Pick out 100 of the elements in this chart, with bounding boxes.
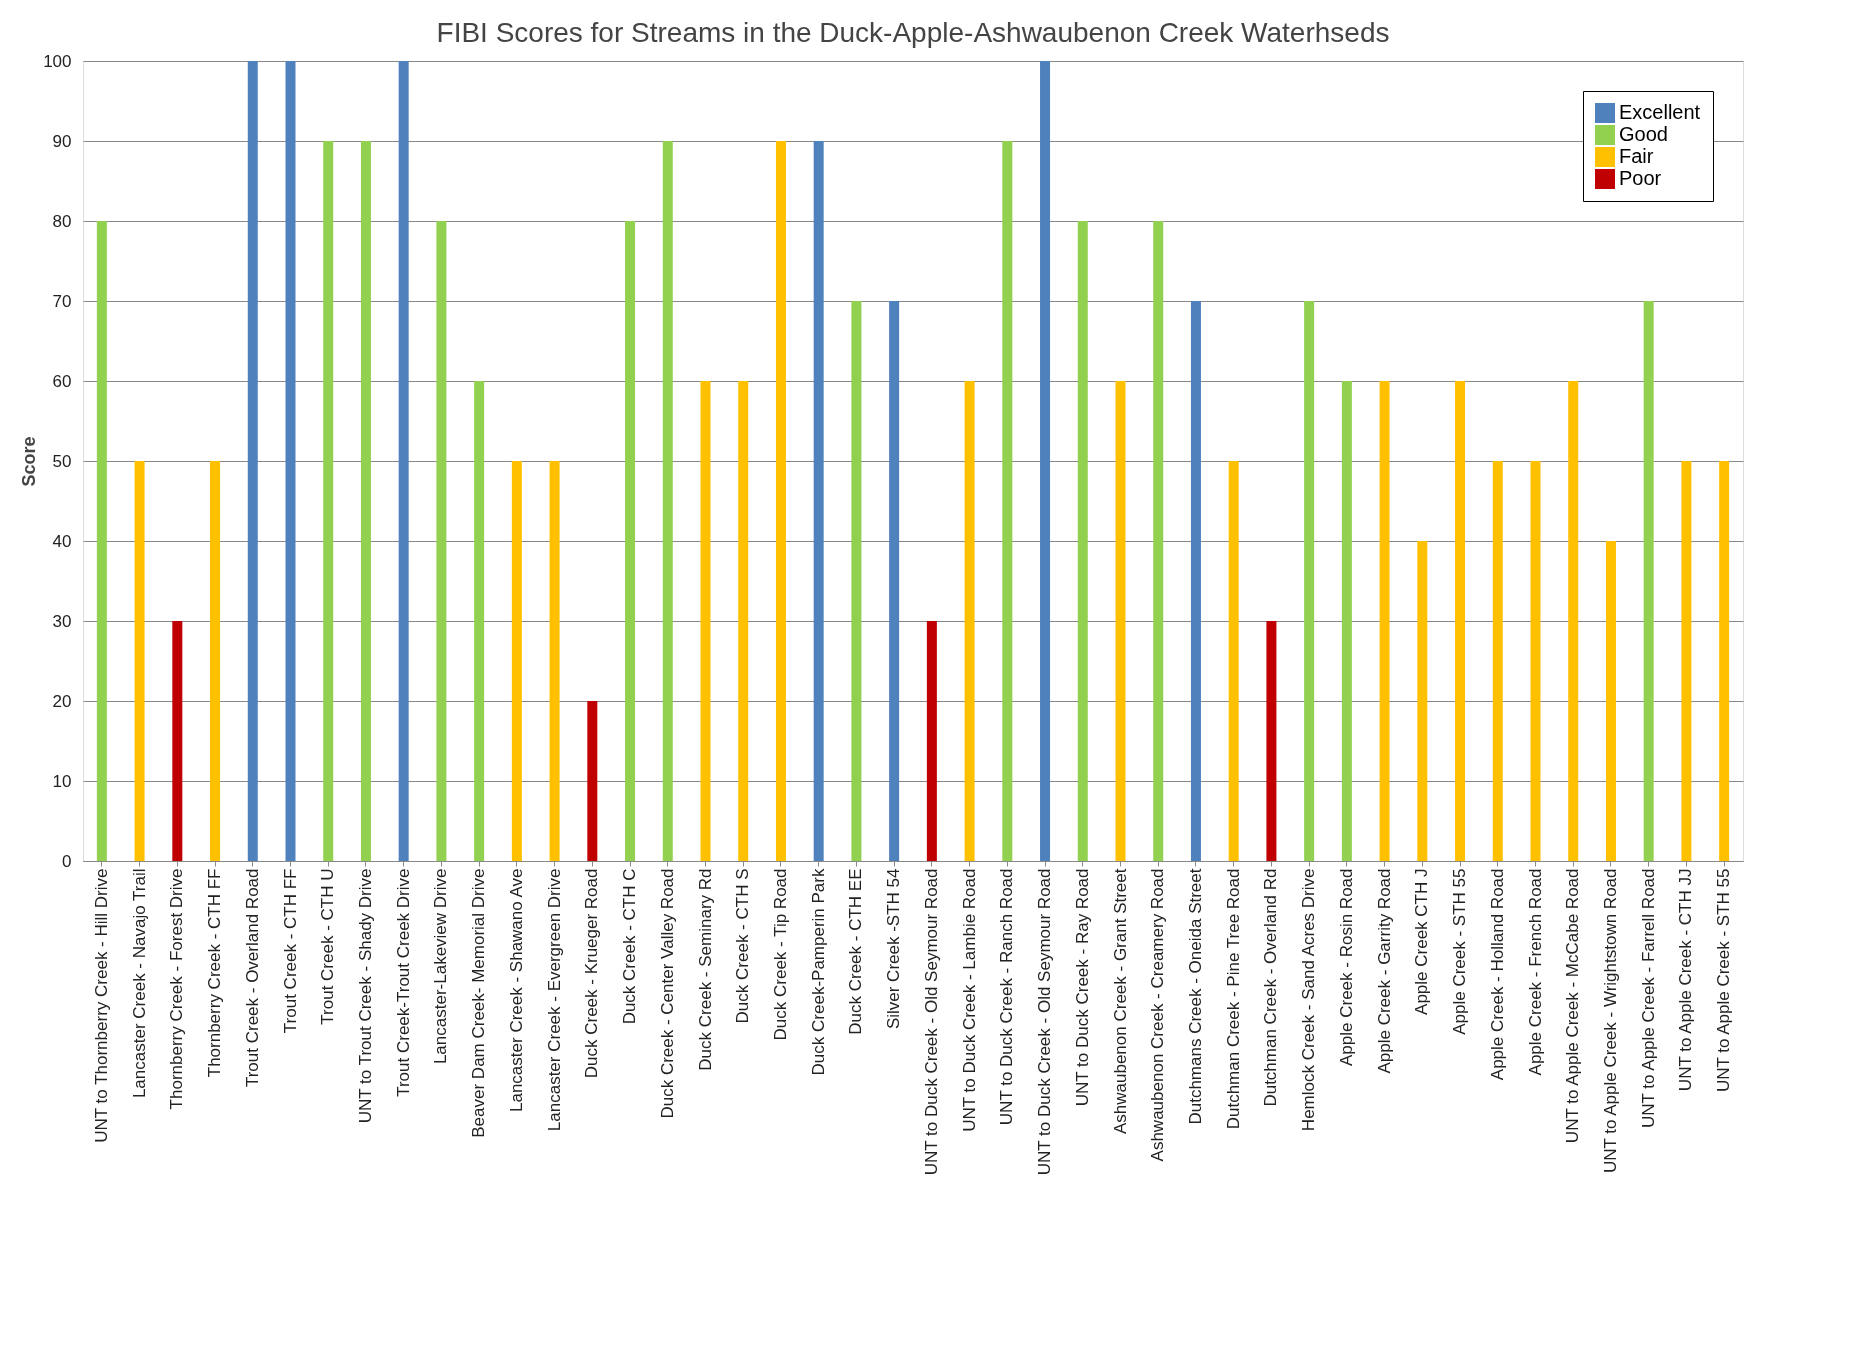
y-tick-label: 80	[52, 211, 72, 231]
y-axis-title: Score	[19, 436, 40, 487]
bar	[775, 141, 786, 861]
x-tick-label: Trout Creek - Overland Road	[242, 868, 262, 1088]
bar	[285, 61, 296, 861]
bar	[1605, 541, 1616, 861]
bar	[1304, 301, 1315, 861]
x-tick-label: UNT to Thornberry Creek - Hill Drive	[91, 868, 111, 1143]
y-tick-label: 70	[52, 291, 72, 311]
bar	[134, 461, 145, 861]
x-tick-label: Ashwaubenon Creek - Creamery Road	[1148, 868, 1168, 1162]
y-tick-label: 100	[43, 51, 72, 71]
x-tick-label: Lancaster-Lakeview Drive	[431, 868, 451, 1065]
x-tick-label: UNT to Apple Creek - Wrightstown Road	[1600, 868, 1620, 1174]
bar	[587, 701, 598, 861]
y-tick-label: 30	[52, 611, 72, 631]
x-tick-label: Apple Creek - STH 55	[1450, 868, 1470, 1035]
x-tick-label: Beaver Dam Creek- Memorial Drive	[469, 868, 489, 1138]
bar	[1266, 621, 1277, 861]
x-tick-label: UNT to Duck Creek - Lambie Road	[959, 868, 979, 1132]
x-tick-label: Thornberry Creek - CTH FF	[205, 868, 225, 1078]
bar	[172, 621, 183, 861]
x-tick-label: Silver Creek -STH 54	[884, 868, 904, 1030]
x-tick-label: UNT to Duck Creek - Old Seymour Road	[921, 868, 941, 1176]
bar	[1681, 461, 1692, 861]
x-tick-label: Trout Creek - CTH FF	[280, 868, 300, 1034]
x-tick-label: Duck Creek - Center Valley Road	[657, 868, 677, 1119]
x-tick-label: Hemlock Creek - Sand Acres Drive	[1299, 868, 1319, 1132]
y-tick-label: 10	[52, 771, 72, 791]
bar	[474, 381, 485, 861]
bar	[1190, 301, 1201, 861]
bar	[851, 301, 862, 861]
x-tick-label: Trout Creek - CTH U	[318, 868, 338, 1025]
x-tick-label: Duck Creek - Tip Road	[770, 868, 790, 1041]
bar	[1643, 301, 1654, 861]
legend-label: Excellent	[1619, 101, 1701, 123]
bar	[323, 141, 334, 861]
bar	[1077, 221, 1088, 861]
x-tick-label: Dutchmans Creek - Oneida Street	[1185, 868, 1205, 1125]
bar	[1530, 461, 1541, 861]
x-tick-label: Duck Creek - Seminary Rd	[695, 868, 715, 1071]
bar	[662, 141, 673, 861]
x-tick-label: Dutchman Creek - Overland Rd	[1261, 868, 1281, 1107]
legend-label: Fair	[1619, 145, 1654, 167]
x-tick-label: Duck Creek - CTH S	[733, 868, 753, 1024]
bar	[1115, 381, 1126, 861]
bar	[1153, 221, 1164, 861]
bar	[511, 461, 522, 861]
x-tick-label: Apple Creek CTH J	[1412, 868, 1432, 1015]
x-tick-label: Duck Creek - Krueger Road	[582, 868, 602, 1079]
bar	[1568, 381, 1579, 861]
y-tick-label: 0	[62, 851, 72, 871]
bar	[889, 301, 900, 861]
bar	[1040, 61, 1051, 861]
bar	[738, 381, 749, 861]
x-tick-label: UNT to Duck Creek - Ray Road	[1072, 868, 1092, 1107]
x-tick-label: Ashwaubenon Creek - Grant Street	[1110, 868, 1130, 1135]
bar	[549, 461, 560, 861]
y-tick-label: 50	[52, 451, 72, 471]
x-tick-label: Lancaster Creek - Navajo Trail	[129, 868, 149, 1099]
bar	[1455, 381, 1466, 861]
x-tick-label: Duck Creek - CTH EE	[846, 868, 866, 1035]
bar	[625, 221, 636, 861]
bar	[398, 61, 409, 861]
x-tick-label: Duck Creek-Pamperin Park	[808, 868, 828, 1076]
x-tick-label: UNT to Apple Creek - CTH JJ	[1676, 868, 1696, 1092]
bar	[926, 621, 937, 861]
bar	[1417, 541, 1428, 861]
y-tick-label: 40	[52, 531, 72, 551]
x-tick-label: Apple Creek - Holland Road	[1487, 868, 1507, 1081]
bar	[360, 141, 371, 861]
bar	[96, 221, 107, 861]
x-tick-label: Duck Creek - CTH C	[620, 868, 640, 1025]
x-tick-label: Lancaster Creek - Shawano Ave	[506, 868, 526, 1112]
bar	[964, 381, 975, 861]
bar	[813, 141, 824, 861]
bar	[436, 221, 447, 861]
bar	[247, 61, 258, 861]
chart-title: FIBI Scores for Streams in the Duck-Apple-Ashwaubenon Creek Waterhseds	[436, 17, 1390, 48]
bar	[1002, 141, 1013, 861]
x-tick-label: Dutchman Creek - Pine Tree Road	[1223, 868, 1243, 1130]
x-tick-label: Lancaster Creek - Evergreen Drive	[544, 868, 564, 1132]
bar	[1341, 381, 1352, 861]
x-tick-label: Thornberry Creek - Forest Drive	[167, 868, 187, 1110]
x-tick-label: UNT to Apple Creek - McCabe Road	[1563, 868, 1583, 1144]
y-tick-label: 60	[52, 371, 72, 391]
bar	[1492, 461, 1503, 861]
bar	[700, 381, 711, 861]
legend-label: Good	[1619, 123, 1668, 145]
x-tick-label: UNT to Trout Creek - Shady Drive	[355, 868, 375, 1124]
x-tick-label: UNT to Duck Creek - Ranch Road	[997, 868, 1017, 1126]
x-tick-label: Trout Creek-Trout Creek Drive	[393, 868, 413, 1097]
x-tick-label: UNT to Apple Creek - Farrell Road	[1638, 868, 1658, 1129]
y-tick-label: 20	[52, 691, 72, 711]
bar	[1719, 461, 1730, 861]
x-tick-label: Apple Creek - Rosin Road	[1336, 868, 1356, 1066]
bar	[210, 461, 221, 861]
x-tick-label: Apple Creek - French Road	[1525, 868, 1545, 1076]
x-tick-label: UNT to Duck Creek - Old Seymour Road	[1035, 868, 1055, 1176]
bar	[1379, 381, 1390, 861]
